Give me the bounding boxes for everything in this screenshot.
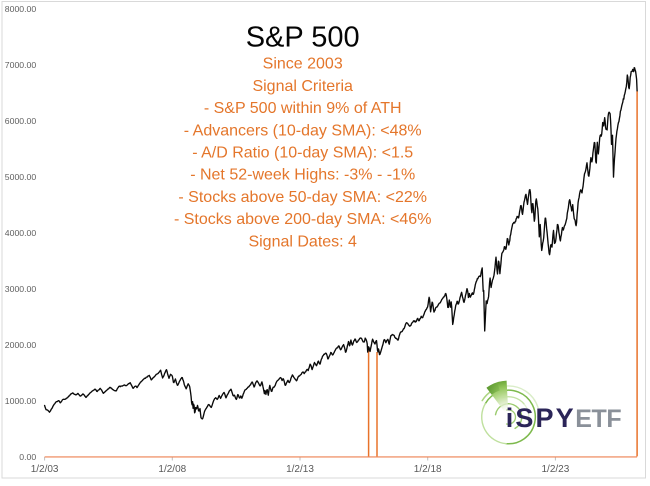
svg-text:- Net 52-week Highs: -3% - -1%: - Net 52-week Highs: -3% - -1% [190,167,415,184]
svg-text:1000.00: 1000.00 [5,396,37,406]
svg-text:1/2/13: 1/2/13 [286,464,314,475]
svg-text:- A/D Ratio (10-day SMA): <1.5: - A/D Ratio (10-day SMA): <1.5 [192,145,413,162]
svg-text:5000.00: 5000.00 [5,172,37,182]
svg-text:2000.00: 2000.00 [5,340,37,350]
svg-text:- Stocks above 50-day SMA: <22: - Stocks above 50-day SMA: <22% [178,189,427,206]
svg-text:1/2/18: 1/2/18 [414,464,442,475]
svg-text:1/2/23: 1/2/23 [541,464,569,475]
svg-text:- Stocks above 200-day SMA: <4: - Stocks above 200-day SMA: <46% [174,211,431,228]
svg-text:6000.00: 6000.00 [5,116,37,126]
svg-text:iSPY: iSPY [506,403,576,433]
svg-text:- Advancers (10-day SMA): <48%: - Advancers (10-day SMA): <48% [184,122,422,139]
svg-text:1/2/08: 1/2/08 [158,464,186,475]
svg-text:4000.00: 4000.00 [5,228,37,238]
svg-text:- S&P 500 within 9% of ATH: - S&P 500 within 9% of ATH [204,100,402,117]
svg-text:8000.00: 8000.00 [5,4,37,14]
svg-text:Signal Criteria: Signal Criteria [252,78,353,95]
svg-text:Since 2003: Since 2003 [263,56,343,73]
svg-text:1/2/03: 1/2/03 [31,464,59,475]
svg-text:7000.00: 7000.00 [5,60,37,70]
svg-text:Signal Dates: 4: Signal Dates: 4 [248,233,357,250]
svg-text:3000.00: 3000.00 [5,284,37,294]
svg-text:0.00: 0.00 [19,452,36,462]
svg-text:ETF: ETF [575,405,621,433]
svg-text:S&P 500: S&P 500 [246,22,360,54]
